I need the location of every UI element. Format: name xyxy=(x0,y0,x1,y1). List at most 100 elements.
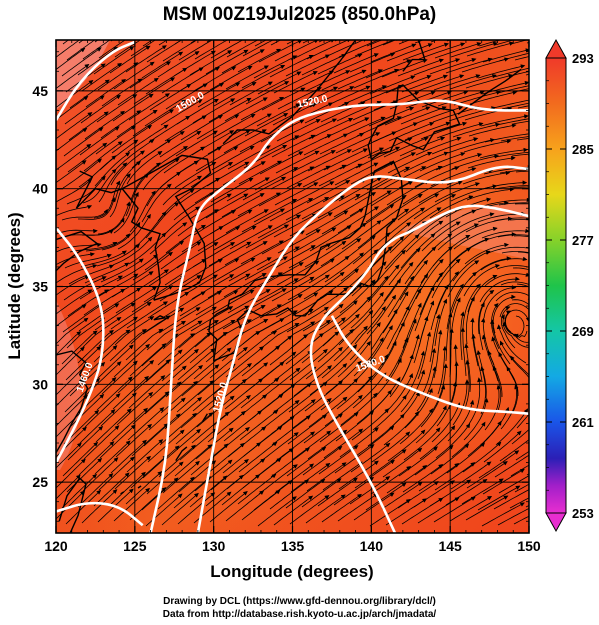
streamline-arrow xyxy=(487,496,493,501)
streamline xyxy=(109,329,147,362)
streamline-arrow xyxy=(504,242,510,248)
streamline xyxy=(56,474,81,500)
streamline xyxy=(56,275,90,296)
streamline xyxy=(302,446,342,476)
streamline-arrow xyxy=(125,440,131,445)
streamline-arrow xyxy=(348,118,354,122)
streamline xyxy=(68,111,109,141)
streamline xyxy=(259,432,299,463)
streamline xyxy=(213,225,256,251)
streamline xyxy=(384,106,430,126)
streamline-arrow xyxy=(125,152,131,157)
streamline xyxy=(271,415,311,446)
y-tick-label: 40 xyxy=(32,181,48,197)
streamline xyxy=(56,48,85,70)
streamline-arrow xyxy=(274,377,280,382)
streamline-arrow xyxy=(244,305,250,310)
streamline xyxy=(261,367,300,399)
streamline xyxy=(467,157,515,169)
streamline xyxy=(354,459,395,489)
streamline xyxy=(226,40,259,58)
streamline xyxy=(193,347,232,380)
streamline xyxy=(195,290,238,316)
streamline xyxy=(161,349,199,382)
streamline xyxy=(94,440,131,475)
streamline-arrow xyxy=(456,297,461,303)
streamline-arrow xyxy=(385,476,391,481)
colorbar: 293 285 277 269 261 253 xyxy=(545,38,594,533)
streamline xyxy=(288,381,327,413)
streamline xyxy=(126,301,168,329)
streamline xyxy=(56,112,92,140)
streamline xyxy=(349,476,390,505)
streamline xyxy=(260,119,304,143)
colorbar-label: 277 xyxy=(572,233,594,248)
streamline xyxy=(318,40,325,43)
streamline xyxy=(351,40,352,41)
streamline-arrow xyxy=(477,377,482,383)
streamline xyxy=(480,115,528,127)
streamline-arrow xyxy=(573,81,577,85)
streamline xyxy=(117,360,154,394)
streamline xyxy=(85,79,126,108)
streamline-arrow xyxy=(94,409,100,415)
streamline xyxy=(64,95,105,125)
streamline xyxy=(160,381,198,414)
streamline-arrow xyxy=(471,333,476,339)
streamline-arrow xyxy=(99,393,105,399)
streamline xyxy=(255,416,295,447)
streamline xyxy=(197,82,240,108)
streamline xyxy=(382,291,409,334)
streamline-arrow xyxy=(178,461,184,466)
streamline-arrow xyxy=(126,201,131,207)
streamline-arrow xyxy=(263,209,269,214)
streamline-arrow xyxy=(214,98,219,103)
streamline-arrow xyxy=(345,70,351,75)
streamline xyxy=(370,43,416,63)
streamline xyxy=(253,199,297,223)
streamline xyxy=(500,385,518,430)
streamline-arrow xyxy=(114,15,118,18)
streamline xyxy=(148,259,190,287)
streamline xyxy=(79,409,115,444)
streamline-arrow xyxy=(198,365,204,370)
streamline xyxy=(225,346,264,378)
streamline-arrow xyxy=(315,119,321,123)
streamline xyxy=(383,137,429,158)
streamline xyxy=(66,458,102,493)
streamline xyxy=(336,235,376,266)
streamline xyxy=(176,380,214,413)
streamline xyxy=(339,427,379,458)
streamline xyxy=(254,310,298,335)
streamline-arrow xyxy=(263,362,269,367)
streamline-arrow xyxy=(359,22,363,25)
streamline xyxy=(384,234,420,270)
streamline-arrow xyxy=(194,348,199,354)
streamline-arrow xyxy=(92,473,97,479)
streamline xyxy=(175,130,218,157)
streamline xyxy=(109,472,146,506)
streamline xyxy=(111,408,148,442)
streamline xyxy=(437,91,484,107)
streamline-arrow xyxy=(539,184,543,187)
streamline xyxy=(221,49,265,74)
streamline xyxy=(403,152,448,173)
streamline-arrow xyxy=(569,227,573,230)
streamline xyxy=(353,69,399,89)
streamline-arrow xyxy=(493,303,499,308)
streamline xyxy=(144,99,186,127)
streamline-arrow xyxy=(105,79,110,84)
streamline xyxy=(323,428,363,459)
streamline xyxy=(510,356,529,376)
streamline-arrow xyxy=(465,379,470,384)
streamline xyxy=(191,130,234,156)
streamline xyxy=(355,276,389,313)
streamline xyxy=(210,459,249,491)
streamline-arrow xyxy=(179,429,185,435)
streamline-arrow xyxy=(477,153,483,158)
streamline xyxy=(84,393,121,428)
streamline-arrow xyxy=(92,330,98,335)
streamline xyxy=(305,210,348,236)
streamline xyxy=(497,508,529,526)
streamline xyxy=(143,131,185,159)
